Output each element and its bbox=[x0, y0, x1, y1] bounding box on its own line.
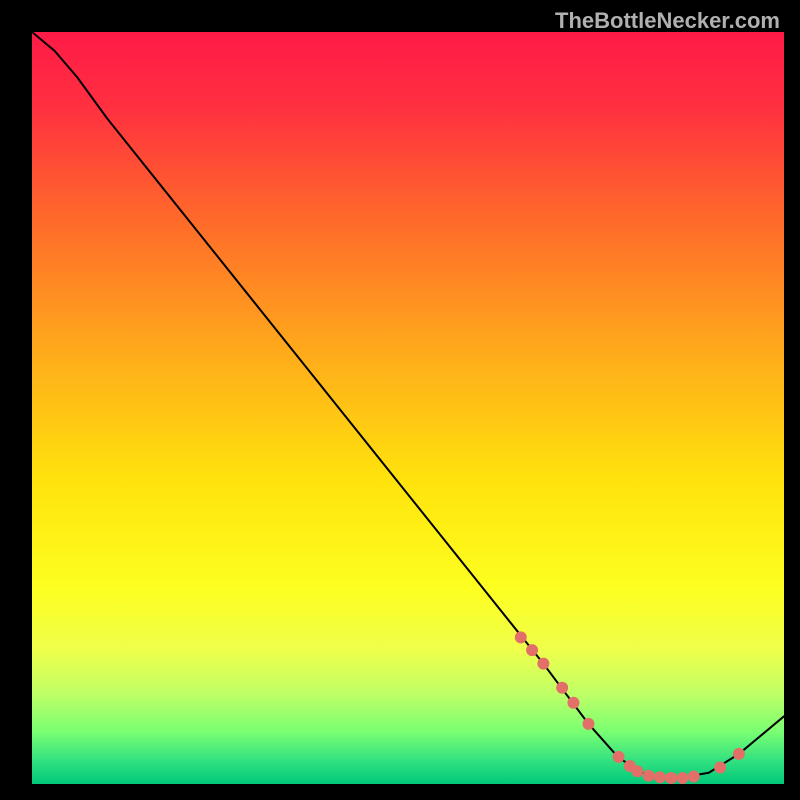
marker-point bbox=[613, 751, 625, 763]
watermark-label: TheBottleNecker.com bbox=[555, 8, 780, 34]
marker-point bbox=[582, 718, 594, 730]
plot-area bbox=[32, 32, 784, 784]
marker-point bbox=[688, 770, 700, 782]
marker-point bbox=[643, 770, 655, 782]
marker-point bbox=[526, 644, 538, 656]
chart-container: TheBottleNecker.com bbox=[0, 0, 800, 800]
marker-point bbox=[515, 631, 527, 643]
bottleneck-curve bbox=[32, 32, 784, 778]
marker-point bbox=[714, 761, 726, 773]
chart-svg bbox=[32, 32, 784, 784]
marker-point bbox=[665, 772, 677, 784]
marker-point bbox=[676, 772, 688, 784]
marker-point bbox=[537, 658, 549, 670]
marker-point bbox=[654, 771, 666, 783]
marker-point bbox=[733, 748, 745, 760]
marker-point bbox=[556, 682, 568, 694]
marker-point bbox=[567, 697, 579, 709]
marker-point bbox=[631, 765, 643, 777]
